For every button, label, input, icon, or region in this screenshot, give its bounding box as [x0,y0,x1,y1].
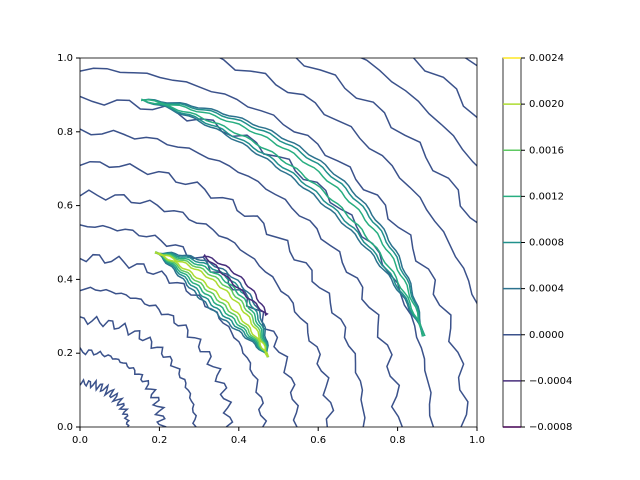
contour-line [412,58,477,119]
colorbar-tick-label: 0.0012 [529,191,564,202]
contour-line [359,58,477,167]
colorbar-tick-label: 0.0016 [529,145,564,156]
colorbar-tick-label: 0.0020 [529,99,564,110]
contour-line [80,224,300,427]
colorbar-tick-label: −0.0004 [529,376,572,387]
y-tick-label: 0.4 [57,274,73,285]
contour-line [80,160,366,427]
x-tick-label: 0.0 [72,435,88,446]
x-tick-label: 0.2 [151,435,167,446]
contour-line [80,67,469,427]
x-tick-label: 0.4 [231,435,247,446]
colorbar-tick-label: 0.0024 [529,53,564,64]
contour-line [80,286,234,427]
contour-line [464,58,477,67]
colorbar-tick-label: 0.0000 [529,330,564,341]
y-tick-label: 0.8 [57,127,73,138]
colorbar-tick-label: 0.0004 [529,284,564,295]
contour-line [80,347,167,427]
y-tick-label: 1.0 [57,53,73,64]
contour-line [141,98,426,337]
y-tick-label: 0.0 [57,422,73,433]
contour-line [80,128,404,427]
y-tick-label: 0.6 [57,201,73,212]
y-tick-label: 0.2 [57,348,73,359]
colorbar-tick-label: 0.0008 [529,238,564,249]
contour-line [80,378,131,427]
contour-line [80,189,335,427]
axes-frame [79,57,478,428]
contour-line [80,315,198,427]
x-tick-label: 0.8 [390,435,406,446]
contour-line [141,98,426,337]
colorbar-tick-label: −0.0008 [529,422,572,433]
x-tick-label: 0.6 [310,435,326,446]
contour-line [295,58,477,224]
plot-area [80,58,477,427]
contour-line [154,250,270,358]
contour-line [218,58,477,305]
x-tick-label: 1.0 [469,435,485,446]
contour-line [141,98,426,337]
contour-line [202,253,269,317]
